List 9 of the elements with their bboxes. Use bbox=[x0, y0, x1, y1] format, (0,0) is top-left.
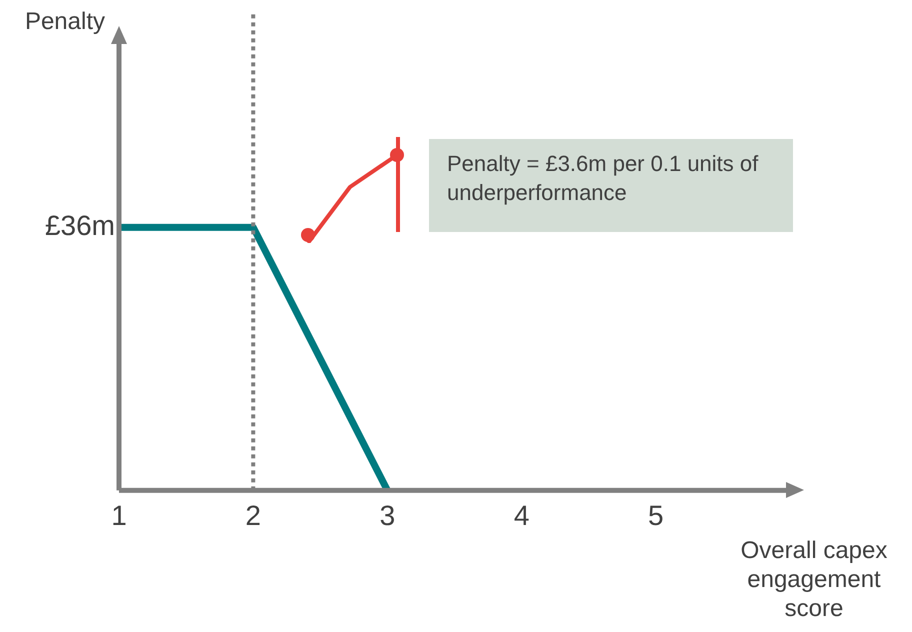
x-axis-title: Overall capex engagement score bbox=[740, 536, 888, 623]
text: Penalty bbox=[24, 8, 105, 36]
x-tick-label: 5 bbox=[648, 500, 664, 531]
x-tick-label: 4 bbox=[514, 500, 530, 531]
x-tick-label: 2 bbox=[245, 500, 261, 531]
x-tick-label: 1 bbox=[111, 500, 127, 531]
x-tick-label: 3 bbox=[380, 500, 396, 531]
text: Penalty = £3.6m per 0.1 units of underperformance bbox=[429, 139, 793, 232]
annotation: £36m bbox=[44, 210, 115, 242]
